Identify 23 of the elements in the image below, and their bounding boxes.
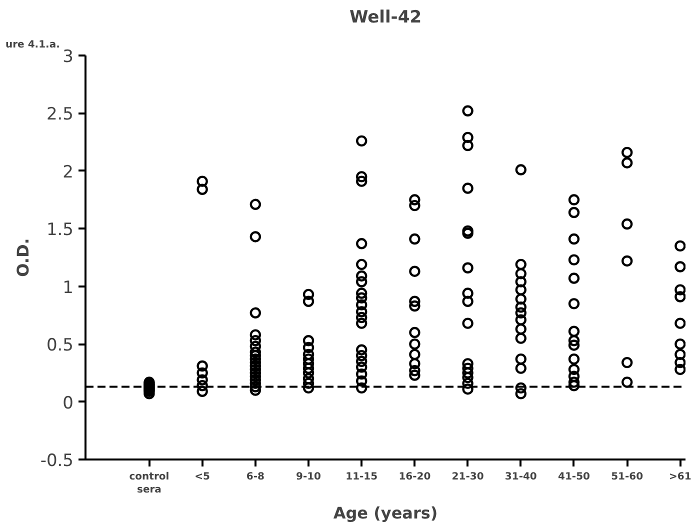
y-axis-title: O.D. (13, 238, 32, 277)
y-tick-label: 1 (62, 278, 74, 298)
y-tick-label: 0.5 (46, 336, 74, 356)
y-tick-label: 2.5 (46, 104, 74, 125)
x-tick-label: control sera (129, 472, 170, 496)
x-tick-label: 6-8 (246, 472, 264, 482)
y-tick-label: 0 (62, 393, 74, 414)
text: ure 4.1.a. (6, 40, 60, 50)
y-tick-label: 2 (62, 162, 74, 182)
chart-title: Well-42 (349, 8, 422, 28)
x-tick-label: 21-30 (452, 472, 484, 482)
x-tick-label: >61 (669, 472, 692, 482)
x-tick-label: 11-15 (346, 472, 378, 482)
x-tick-label: 16-20 (398, 472, 431, 482)
x-tick-label: 51-60 (611, 472, 644, 482)
x-tick-label: <5 (194, 472, 210, 482)
x-tick-label: 31-40 (504, 472, 537, 482)
y-tick-label: 3 (62, 47, 74, 67)
x-tick-label: 9-10 (296, 472, 322, 482)
y-tick-label: -0.5 (40, 451, 74, 471)
x-axis-title: Age (years) (333, 504, 438, 523)
x-tick-label: 41-50 (558, 472, 590, 482)
y-tick-label: 1.5 (46, 220, 74, 240)
